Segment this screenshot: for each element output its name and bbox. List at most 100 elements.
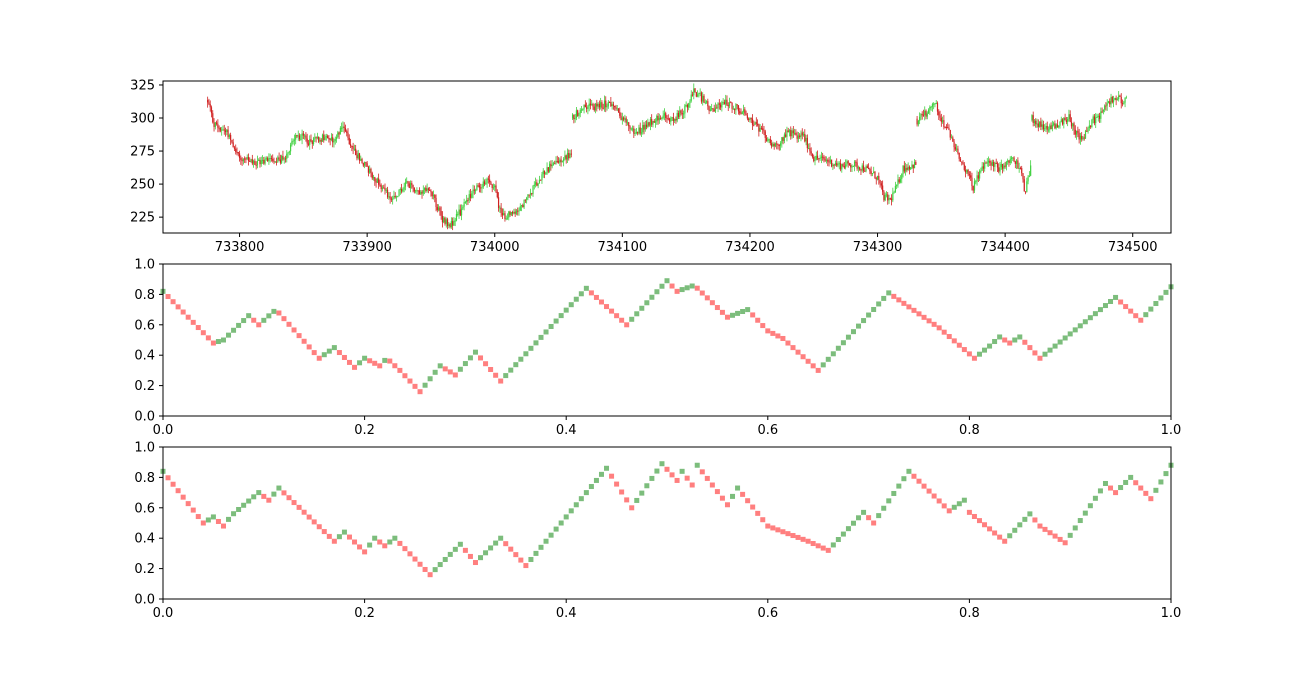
step-marker — [850, 329, 856, 335]
candle-body — [732, 108, 734, 110]
step-marker — [442, 366, 448, 372]
candle-body — [734, 108, 736, 111]
candle-body — [209, 104, 211, 108]
step-marker — [523, 563, 529, 569]
candle-body — [476, 185, 478, 191]
step-marker — [971, 513, 977, 519]
candle-body — [260, 160, 262, 165]
candle-body — [1087, 128, 1089, 132]
candle-body — [1075, 130, 1078, 135]
candle-body — [278, 157, 280, 160]
step-marker — [341, 529, 347, 535]
candle-body — [1016, 160, 1018, 164]
candle-body — [1107, 101, 1110, 104]
step-marker — [1143, 312, 1149, 318]
step-marker — [236, 322, 242, 328]
step-marker — [830, 351, 836, 357]
candle-body — [375, 181, 377, 183]
candle-body — [1101, 111, 1103, 113]
candle-body — [301, 133, 303, 139]
step-marker — [1057, 339, 1063, 345]
candle-body — [603, 100, 606, 109]
step-marker — [331, 538, 337, 544]
candle-body — [616, 108, 618, 110]
candle-body — [326, 136, 329, 138]
y-tick-label: 0.4 — [134, 532, 155, 547]
candle-body — [384, 188, 386, 191]
candle-body — [744, 109, 746, 114]
candle-body — [1030, 165, 1032, 176]
candle-body — [796, 135, 798, 139]
candle-body — [617, 108, 620, 112]
step-marker — [644, 300, 650, 306]
candle-body — [885, 194, 888, 196]
candle-body — [1102, 109, 1104, 112]
step-marker — [750, 504, 756, 510]
candle-body — [633, 128, 635, 134]
candle-body — [727, 105, 729, 107]
candle-body — [358, 153, 361, 161]
step-marker — [251, 494, 257, 500]
x-tick-label: 0.8 — [959, 606, 980, 621]
candle-body — [432, 194, 435, 197]
candle-body — [1026, 181, 1028, 192]
candle-body — [208, 102, 210, 105]
candle-body — [990, 162, 992, 166]
candle-body — [1036, 123, 1038, 125]
candle-body — [819, 157, 821, 160]
step-marker — [740, 309, 746, 314]
step-marker — [976, 351, 982, 357]
step-marker — [457, 541, 463, 547]
step-marker — [261, 493, 267, 499]
step-marker — [634, 311, 640, 317]
candle-body — [504, 213, 506, 219]
candle-body — [787, 130, 789, 133]
candle-body — [1061, 119, 1064, 125]
candle-body — [1027, 176, 1029, 182]
candle-body — [890, 198, 893, 201]
candle-body — [790, 130, 792, 137]
candle-body — [855, 161, 857, 163]
y-tick-label: 0.0 — [134, 593, 155, 608]
step-marker — [467, 355, 473, 361]
step-marker — [604, 304, 610, 310]
step-marker — [644, 483, 650, 489]
x-tick-label: 1.0 — [1161, 606, 1182, 621]
step-marker — [598, 299, 604, 305]
candle-body — [800, 134, 802, 138]
candle-body — [950, 137, 953, 139]
candle-body — [1106, 103, 1108, 106]
candle-body — [813, 156, 815, 161]
candle-body — [346, 131, 348, 133]
step-marker — [341, 354, 347, 360]
candle-body — [649, 119, 652, 126]
candle-body — [512, 212, 514, 214]
candle-body — [945, 127, 948, 129]
candle-body — [1037, 123, 1039, 127]
candle-body — [568, 152, 570, 159]
candle-body — [998, 167, 1000, 172]
candle-body — [541, 174, 543, 181]
candle-body — [394, 195, 396, 198]
step-marker — [357, 360, 363, 366]
candle-body — [369, 168, 371, 173]
step-marker — [790, 345, 796, 351]
candle-body — [520, 205, 523, 207]
candle-body — [873, 171, 875, 174]
candle-body — [540, 179, 542, 181]
candle-body — [393, 195, 395, 199]
step-marker — [170, 481, 176, 487]
candle-body — [667, 118, 669, 120]
candlestick-series — [207, 83, 1127, 231]
candle-body — [448, 224, 450, 226]
candle-body — [449, 224, 451, 228]
candle-body — [645, 124, 648, 127]
step-marker — [966, 509, 972, 515]
candle-body — [1114, 97, 1116, 100]
step-marker — [815, 543, 821, 549]
candle-body — [296, 135, 298, 137]
candle-body — [1098, 115, 1101, 119]
step-marker — [402, 546, 408, 552]
candle-body — [882, 185, 884, 192]
step-marker — [1102, 303, 1108, 309]
